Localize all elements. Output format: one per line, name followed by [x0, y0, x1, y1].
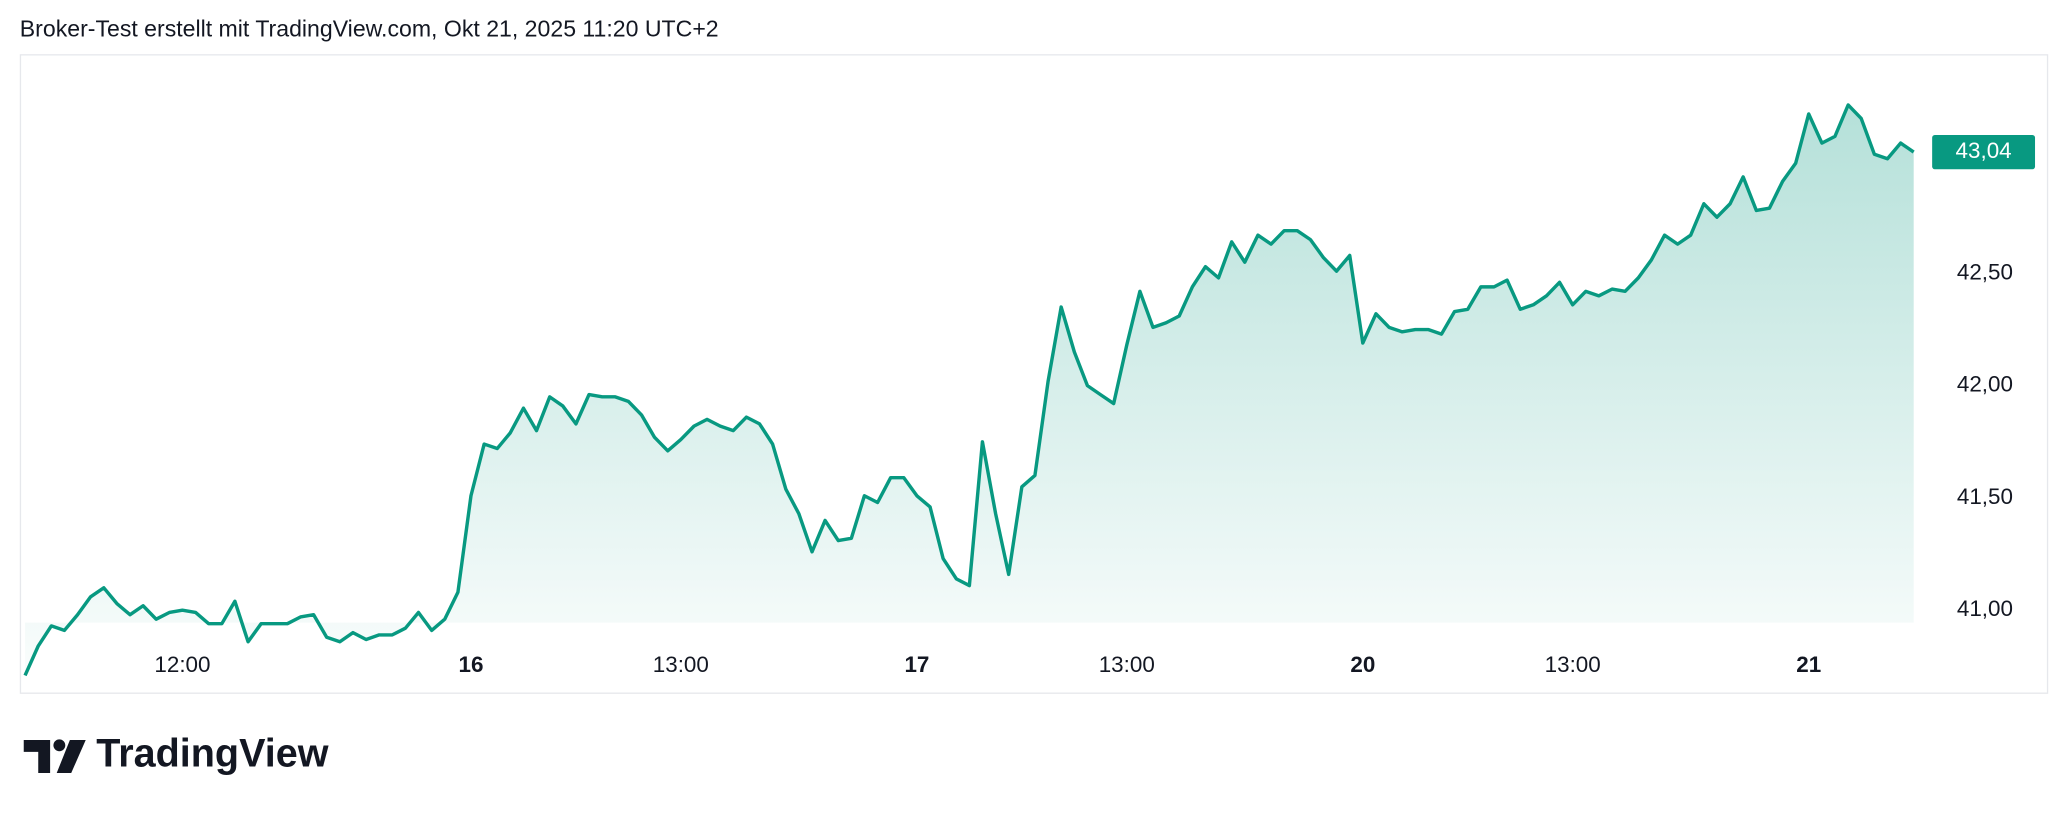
- chart-frame: [19, 54, 2049, 694]
- x-tick-label: 20: [1350, 652, 1375, 677]
- price-line: [23, 103, 1915, 677]
- y-tick-label: 41,50: [1957, 484, 2013, 509]
- x-tick-label: 21: [1796, 652, 1821, 677]
- price-label: 43,04: [1956, 138, 2012, 163]
- y-tick-label: 42,50: [1957, 259, 2013, 284]
- y-tick-label: 42,00: [1957, 372, 2013, 397]
- logo-mark: [56, 740, 86, 773]
- x-tick-label: 13:00: [653, 652, 709, 677]
- y-tick-label: 41,00: [1957, 596, 2013, 621]
- x-tick-label: 13:00: [1099, 652, 1155, 677]
- x-tick-label: 17: [904, 652, 929, 677]
- logo-mark: [23, 740, 51, 773]
- logo: TradingView: [23, 731, 329, 775]
- x-tick-label: 16: [459, 652, 484, 677]
- brand: TradingView: [96, 731, 328, 775]
- x-tick-label: 12:00: [154, 652, 210, 677]
- header: Broker-Test erstellt mit TradingView.com…: [20, 16, 719, 42]
- logo-dot: [53, 739, 66, 752]
- area-fill: [25, 104, 1914, 676]
- x-tick-label: 13:00: [1545, 652, 1601, 677]
- price-label-box: [1932, 134, 2036, 170]
